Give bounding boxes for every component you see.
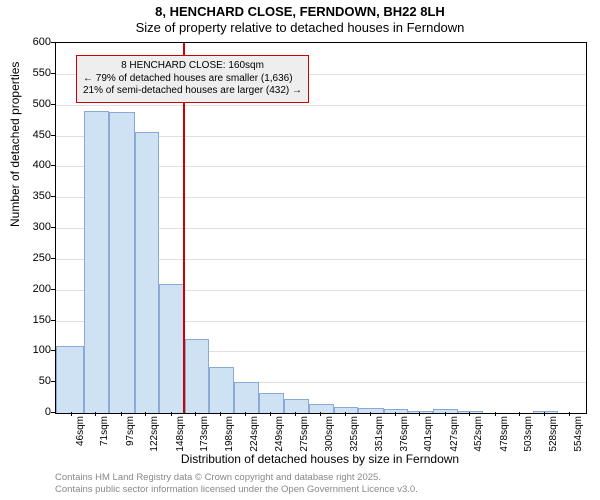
ytick-mark bbox=[51, 165, 55, 166]
ytick-mark bbox=[51, 258, 55, 259]
histogram-bar bbox=[209, 367, 234, 413]
xtick-label: 351sqm bbox=[374, 416, 385, 456]
histogram-bar bbox=[185, 339, 210, 413]
xtick-mark bbox=[370, 412, 371, 416]
title-line-2: Size of property relative to detached ho… bbox=[0, 20, 600, 35]
ytick-mark bbox=[51, 350, 55, 351]
ytick-mark bbox=[51, 73, 55, 74]
ytick-mark bbox=[51, 381, 55, 382]
xtick-mark bbox=[220, 412, 221, 416]
ytick-label: 400 bbox=[11, 159, 51, 171]
ytick-label: 50 bbox=[11, 375, 51, 387]
xtick-mark bbox=[320, 412, 321, 416]
xtick-mark bbox=[519, 412, 520, 416]
y-axis-label: Number of detached properties bbox=[8, 62, 22, 227]
ytick-mark bbox=[51, 135, 55, 136]
xtick-mark bbox=[195, 412, 196, 416]
xtick-label: 554sqm bbox=[573, 416, 584, 456]
xtick-label: 452sqm bbox=[473, 416, 484, 456]
histogram-bar bbox=[56, 346, 84, 413]
ytick-label: 300 bbox=[11, 221, 51, 233]
xtick-mark bbox=[71, 412, 72, 416]
histogram-bar bbox=[309, 404, 334, 413]
xtick-label: 46sqm bbox=[75, 416, 86, 456]
xtick-mark bbox=[469, 412, 470, 416]
ytick-label: 200 bbox=[11, 283, 51, 295]
histogram-bar bbox=[159, 284, 185, 414]
histogram-bar bbox=[334, 407, 359, 413]
histogram-bar bbox=[84, 111, 109, 413]
footer-attribution-2: Contains public sector information licen… bbox=[55, 484, 418, 495]
histogram-bar bbox=[533, 411, 558, 413]
xtick-mark bbox=[270, 412, 271, 416]
ytick-mark bbox=[51, 196, 55, 197]
histogram-bar bbox=[384, 409, 409, 413]
footer-attribution-1: Contains HM Land Registry data © Crown c… bbox=[55, 472, 381, 483]
ytick-label: 550 bbox=[11, 67, 51, 79]
ytick-label: 600 bbox=[11, 36, 51, 48]
xtick-label: 198sqm bbox=[224, 416, 235, 456]
xtick-label: 148sqm bbox=[175, 416, 186, 456]
histogram-bar bbox=[458, 411, 483, 413]
xtick-label: 300sqm bbox=[324, 416, 335, 456]
ytick-mark bbox=[51, 289, 55, 290]
xtick-mark bbox=[171, 412, 172, 416]
histogram-bar bbox=[109, 112, 135, 413]
xtick-label: 275sqm bbox=[299, 416, 310, 456]
xtick-label: 224sqm bbox=[249, 416, 260, 456]
histogram-bar bbox=[259, 393, 284, 413]
chart-container: 8, HENCHARD CLOSE, FERNDOWN, BH22 8LH Si… bbox=[0, 0, 600, 500]
xtick-label: 325sqm bbox=[349, 416, 360, 456]
histogram-bar bbox=[234, 382, 260, 413]
ytick-label: 0 bbox=[11, 406, 51, 418]
xtick-label: 249sqm bbox=[274, 416, 285, 456]
x-axis-label: Distribution of detached houses by size … bbox=[55, 452, 585, 466]
annotation-line-1: 8 HENCHARD CLOSE: 160sqm bbox=[83, 60, 302, 73]
plot-area: 8 HENCHARD CLOSE: 160sqm← 79% of detache… bbox=[55, 42, 587, 414]
xtick-label: 427sqm bbox=[449, 416, 460, 456]
ytick-label: 150 bbox=[11, 314, 51, 326]
xtick-label: 478sqm bbox=[499, 416, 510, 456]
xtick-mark bbox=[495, 412, 496, 416]
xtick-mark bbox=[445, 412, 446, 416]
xtick-mark bbox=[95, 412, 96, 416]
xtick-mark bbox=[295, 412, 296, 416]
xtick-label: 122sqm bbox=[149, 416, 160, 456]
ytick-mark bbox=[51, 320, 55, 321]
xtick-mark bbox=[145, 412, 146, 416]
xtick-label: 71sqm bbox=[99, 416, 110, 456]
xtick-label: 173sqm bbox=[199, 416, 210, 456]
annotation-line-3: 21% of semi-detached houses are larger (… bbox=[83, 85, 302, 98]
xtick-mark bbox=[245, 412, 246, 416]
histogram-bar bbox=[284, 399, 310, 413]
ytick-mark bbox=[51, 412, 55, 413]
xtick-label: 97sqm bbox=[125, 416, 136, 456]
annotation-box: 8 HENCHARD CLOSE: 160sqm← 79% of detache… bbox=[76, 55, 309, 103]
histogram-bar bbox=[135, 132, 160, 413]
title-line-1: 8, HENCHARD CLOSE, FERNDOWN, BH22 8LH bbox=[0, 4, 600, 19]
ytick-label: 500 bbox=[11, 98, 51, 110]
xtick-mark bbox=[544, 412, 545, 416]
histogram-bar bbox=[408, 411, 433, 413]
ytick-label: 250 bbox=[11, 252, 51, 264]
ytick-label: 450 bbox=[11, 129, 51, 141]
ytick-mark bbox=[51, 42, 55, 43]
xtick-mark bbox=[121, 412, 122, 416]
xtick-label: 401sqm bbox=[423, 416, 434, 456]
ytick-mark bbox=[51, 227, 55, 228]
ytick-label: 350 bbox=[11, 190, 51, 202]
xtick-mark bbox=[419, 412, 420, 416]
ytick-mark bbox=[51, 104, 55, 105]
annotation-line-2: ← 79% of detached houses are smaller (1,… bbox=[83, 73, 302, 86]
xtick-label: 376sqm bbox=[399, 416, 410, 456]
xtick-mark bbox=[569, 412, 570, 416]
ytick-label: 100 bbox=[11, 344, 51, 356]
xtick-mark bbox=[395, 412, 396, 416]
xtick-label: 503sqm bbox=[523, 416, 534, 456]
xtick-mark bbox=[345, 412, 346, 416]
xtick-label: 528sqm bbox=[548, 416, 559, 456]
